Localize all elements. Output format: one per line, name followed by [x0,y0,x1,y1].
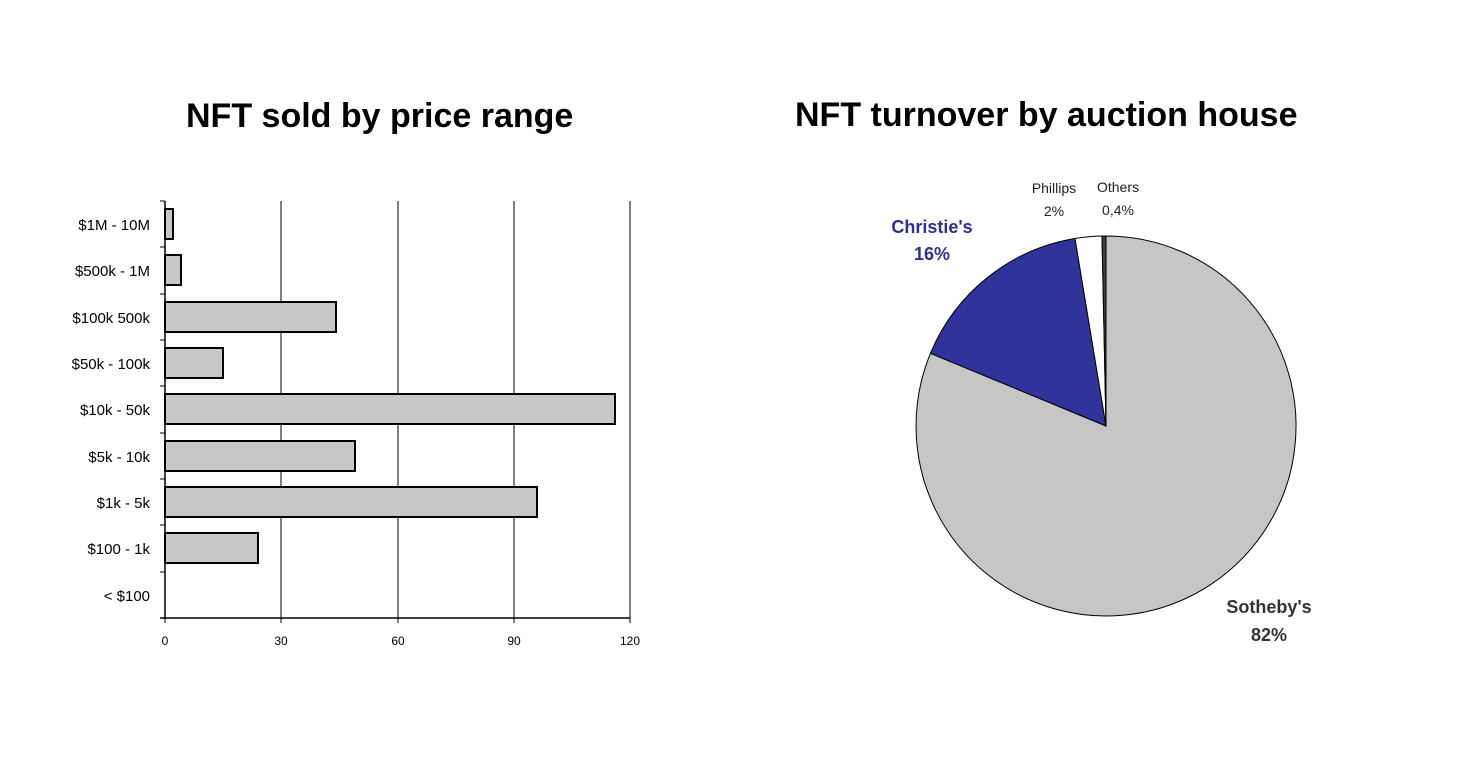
pie-slice-christies [929,237,1107,427]
bar-1m-10m [164,208,174,240]
bar-chart-title: NFT sold by price range [186,97,574,135]
label-others-pct: 0,4% [1102,202,1134,218]
label-christies-name: Christie's [891,217,972,237]
label-sothebys-pct: 82% [1251,625,1287,645]
category-label: $500k - 1M [75,263,150,280]
category-label: $100k 500k [72,310,150,327]
label-christies-pct: 16% [914,244,950,264]
category-label: $10k - 50k [80,402,151,419]
label-others-name: Others [1097,179,1139,195]
x-tick-label: 60 [391,634,405,648]
pie-chart [915,235,1297,617]
x-tick-label: 120 [620,634,640,648]
label-phillips-name: Phillips [1032,180,1076,196]
category-label: < $100 [104,588,150,605]
bar-100-1k [164,532,259,564]
x-tick-label: 30 [274,634,288,648]
category-label: $1M - 10M [78,217,150,234]
bar-chart: $1M - 10M $500k - 1M $100k 500k $50k - 1… [72,200,640,648]
x-tick-label: 0 [162,634,169,648]
category-label: $100 - 1k [87,541,150,558]
bar-500k-1m [164,254,182,286]
bar-50k-100k [164,347,224,379]
label-phillips-pct: 2% [1044,203,1064,219]
bar-5k-10k [164,440,356,472]
bar-10k-50k [164,393,616,425]
category-label: $1k - 5k [97,495,151,512]
category-label: $50k - 100k [72,356,151,373]
pie-slice-others [1101,235,1107,427]
category-label: $5k - 10k [88,449,150,466]
bar-1k-5k [164,486,538,518]
x-tick-label: 90 [507,634,521,648]
bar-100k-500k [164,301,337,333]
label-sothebys-name: Sotheby's [1226,597,1311,617]
pie-chart-title: NFT turnover by auction house [795,96,1298,134]
